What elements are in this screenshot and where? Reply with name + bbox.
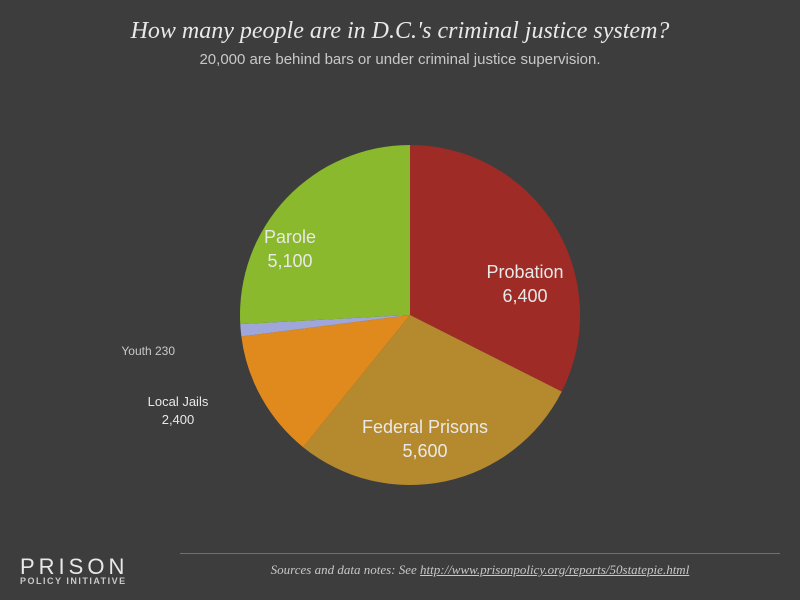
- source-prefix: Sources and data notes: See: [271, 562, 420, 577]
- slice-label: Probation6,400: [445, 260, 605, 309]
- slice-label: Youth 230: [55, 343, 175, 359]
- logo-bottom: POLICY INITIATIVE: [20, 577, 128, 586]
- slice-label: Parole5,100: [210, 225, 370, 274]
- footer: PRISON POLICY INITIATIVE Sources and dat…: [0, 545, 800, 600]
- logo: PRISON POLICY INITIATIVE: [20, 557, 128, 586]
- source-url: http://www.prisonpolicy.org/reports/50st…: [420, 562, 689, 577]
- slice-label: Local Jails2,400: [98, 393, 258, 428]
- page-title: How many people are in D.C.'s criminal j…: [0, 0, 800, 45]
- source-note: Sources and data notes: See http://www.p…: [180, 562, 780, 578]
- pie-chart: Probation6,400 Federal Prisons5,600 Local …: [0, 95, 800, 525]
- page-subtitle: 20,000 are behind bars or under criminal…: [0, 51, 800, 68]
- slice-label: Federal Prisons5,600: [345, 415, 505, 464]
- footer-divider: [180, 553, 780, 554]
- logo-top: PRISON: [20, 557, 128, 578]
